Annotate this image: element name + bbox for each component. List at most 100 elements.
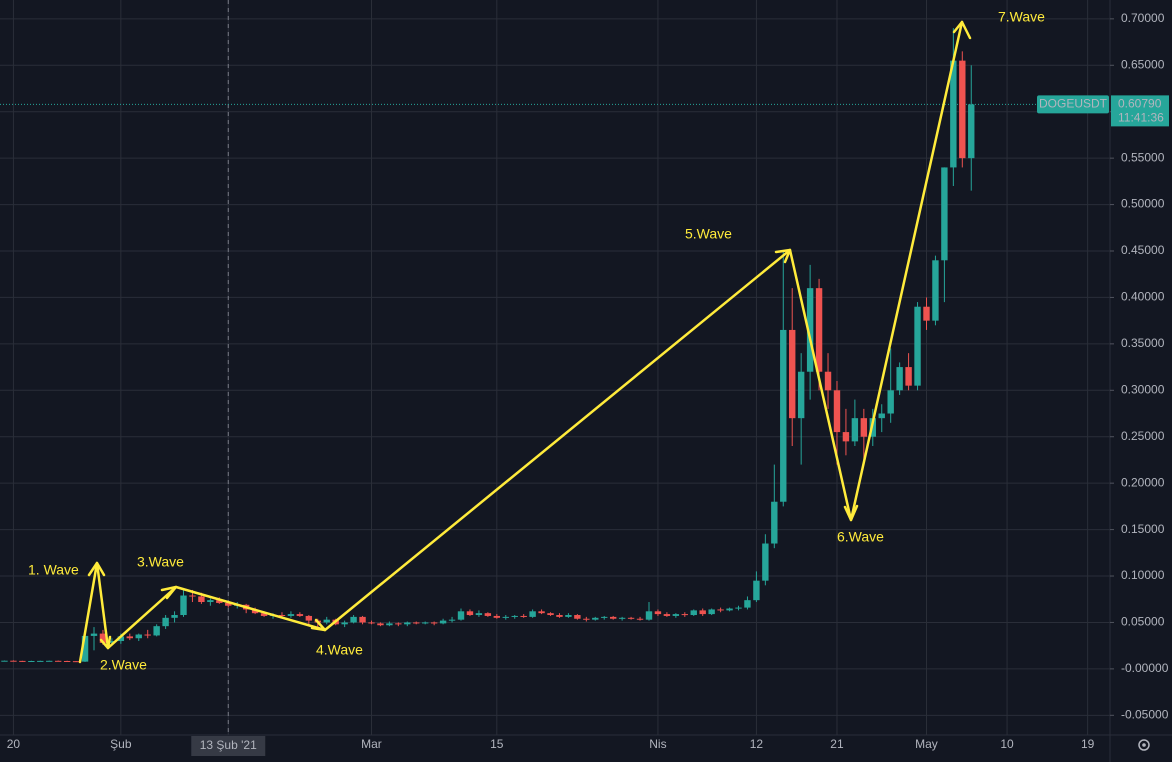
candle-body bbox=[851, 418, 859, 442]
candle-body bbox=[135, 634, 142, 639]
candle-body bbox=[493, 615, 501, 618]
candle-body bbox=[574, 615, 581, 619]
y-tick-label: 0.15000 bbox=[1121, 522, 1165, 536]
symbol-label: DOGEUSDT bbox=[1039, 97, 1108, 111]
arrowhead bbox=[160, 585, 178, 600]
candle-body bbox=[377, 623, 384, 626]
candle-body bbox=[538, 611, 545, 614]
wave-path bbox=[78, 20, 964, 664]
candle-body bbox=[46, 660, 53, 662]
candle-body bbox=[439, 620, 447, 624]
wave-label: 2.Wave bbox=[100, 657, 147, 673]
candle-body bbox=[842, 432, 850, 442]
candle-body bbox=[90, 633, 98, 636]
candle-body bbox=[63, 660, 71, 662]
candle-body bbox=[753, 580, 760, 601]
candles bbox=[1, 28, 975, 663]
candle-body bbox=[305, 615, 313, 621]
candle-body bbox=[422, 622, 429, 624]
candle-body bbox=[430, 622, 438, 624]
candle-body bbox=[609, 616, 617, 619]
candle-body bbox=[914, 306, 921, 386]
crosshair-label-box bbox=[191, 736, 266, 756]
candle-body bbox=[878, 413, 885, 419]
arrowhead bbox=[310, 618, 327, 632]
candle-body bbox=[350, 616, 357, 623]
y-tick-label: 0.65000 bbox=[1121, 57, 1165, 71]
x-tick-label: May bbox=[915, 737, 938, 751]
candle-body bbox=[636, 618, 644, 620]
x-tick-label: 19 bbox=[1081, 737, 1095, 751]
candle-body bbox=[529, 611, 536, 617]
candle-body bbox=[627, 617, 635, 619]
x-tick-label: 15 bbox=[490, 737, 504, 751]
candle-body bbox=[198, 596, 205, 603]
candle-body bbox=[153, 626, 160, 636]
candle-body bbox=[744, 600, 751, 608]
candle-body bbox=[278, 615, 286, 617]
candle-body bbox=[618, 617, 626, 619]
candle-body bbox=[663, 614, 671, 616]
candle-body bbox=[726, 608, 733, 611]
candle-body bbox=[386, 623, 393, 626]
price-label-box bbox=[1111, 95, 1169, 127]
candle-body bbox=[601, 616, 608, 618]
candle-body bbox=[37, 660, 44, 662]
candle-body bbox=[216, 600, 223, 603]
gear[interactable] bbox=[1138, 739, 1150, 751]
candle-body bbox=[162, 617, 169, 627]
candle-body bbox=[654, 611, 662, 615]
candle-body bbox=[762, 543, 769, 581]
x-tick-label: Şub bbox=[110, 737, 132, 751]
y-tick-label: 0.50000 bbox=[1121, 197, 1165, 211]
candle-body bbox=[645, 611, 653, 620]
candle-body bbox=[296, 614, 304, 616]
countdown-label: 11:41:36 bbox=[1118, 111, 1164, 125]
candle-body bbox=[771, 501, 778, 544]
y-tick-label: 0.70000 bbox=[1121, 11, 1165, 25]
candle-body bbox=[968, 104, 975, 159]
candle-body bbox=[359, 616, 366, 623]
wave-annotations: 1. Wave 2.Wave 3.Wave 4.Wave 5.Wave 6.Wa… bbox=[28, 9, 1045, 673]
x-tick-label: 21 bbox=[830, 737, 844, 751]
candle-body bbox=[824, 371, 832, 391]
arrowhead bbox=[843, 504, 859, 522]
candle-body bbox=[251, 609, 259, 614]
candle-body bbox=[99, 633, 107, 643]
y-tick-label: -0.05000 bbox=[1121, 707, 1169, 721]
y-tick-label: 0.45000 bbox=[1121, 243, 1165, 257]
candle-body bbox=[511, 615, 518, 617]
candle-body bbox=[341, 622, 348, 625]
candle-body bbox=[672, 614, 680, 616]
settings-icon[interactable] bbox=[1138, 739, 1150, 751]
candle-body bbox=[225, 602, 232, 606]
arrowhead bbox=[99, 635, 112, 650]
candle-body bbox=[833, 390, 841, 433]
candle-body bbox=[108, 641, 116, 643]
axes: 0.700000.650000.600000.550000.500000.450… bbox=[7, 11, 1169, 756]
candle-body bbox=[780, 329, 787, 502]
candle-body bbox=[180, 595, 187, 616]
candle-body bbox=[699, 610, 706, 615]
wave-label: 3.Wave bbox=[137, 554, 184, 570]
x-tick-label: 20 bbox=[7, 737, 21, 751]
y-tick-label: 0.40000 bbox=[1121, 290, 1165, 304]
wave-label: 5.Wave bbox=[685, 226, 732, 242]
candle-body bbox=[207, 600, 214, 603]
candle-body bbox=[404, 622, 411, 625]
candle-body bbox=[171, 615, 178, 618]
x-tick-label: 12 bbox=[750, 737, 764, 751]
candle-body bbox=[484, 613, 492, 616]
candle-body bbox=[959, 60, 966, 159]
candle-body bbox=[81, 635, 89, 662]
candle-body bbox=[54, 660, 62, 662]
candle-body bbox=[448, 619, 456, 621]
candle-body bbox=[457, 611, 465, 620]
gear-hub[interactable] bbox=[1142, 743, 1146, 747]
arrowhead bbox=[952, 20, 972, 40]
y-tick-label: -0.00000 bbox=[1121, 661, 1169, 675]
y-tick-label: 0.35000 bbox=[1121, 336, 1165, 350]
candle-body bbox=[28, 660, 35, 662]
grid bbox=[0, 0, 1110, 735]
